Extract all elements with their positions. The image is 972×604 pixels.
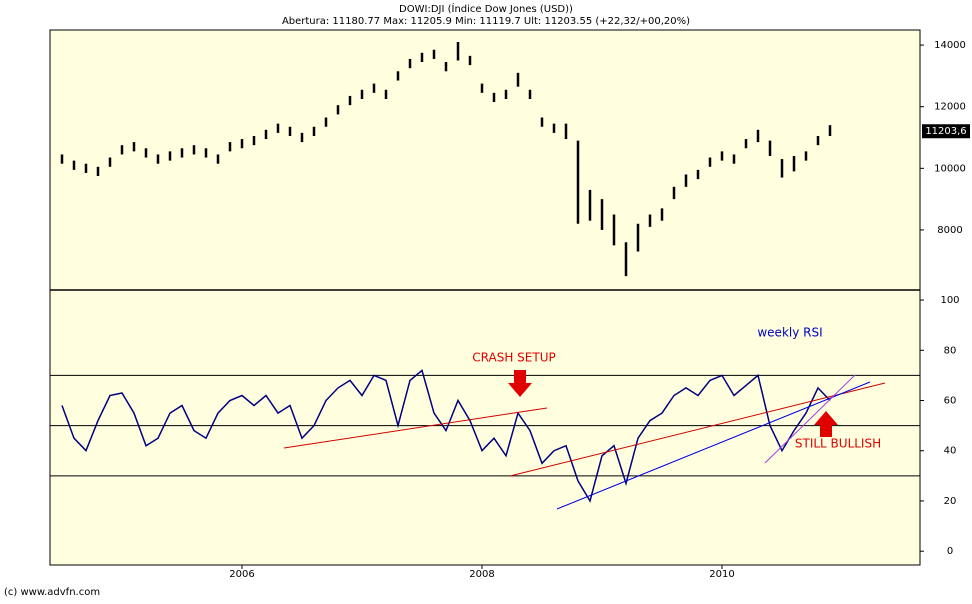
plot-area [49,29,921,566]
y-tick-label: 40 [944,446,957,457]
trendline [556,381,871,510]
rsi-line [61,369,831,503]
arrow-down [508,370,532,397]
y-tick-label: 8000 [937,225,962,236]
y-tick-label: 10000 [934,163,966,174]
y-tick-label: 14000 [934,40,966,51]
y-tick-label: 80 [944,345,957,356]
y-tick-label: 100 [940,295,959,306]
y-tick-label: 60 [944,396,957,407]
last-value-label: 11203,6 [925,126,966,137]
layers: 8000 10000 12000 14000 2006 2008 2010 11203,6 0 2… [50,40,970,580]
annotation: CRASH SETUP [472,351,555,365]
footer: (c) www.advfn.com [4,587,100,598]
last-value-box [922,124,970,139]
x-tick-label: 2008 [469,569,494,580]
x-tick-label: 2010 [709,569,734,580]
x-tick-label: 2006 [229,569,254,580]
arrow-up [814,411,838,437]
annotation: STILL BULLISH [795,437,881,451]
chart-subtitle: Abertura: 11180.77 Max: 11205.9 Min: 111… [282,16,690,27]
trendline [283,407,548,449]
trendline [509,382,886,477]
y-tick-label: 0 [947,546,953,557]
trendline [764,374,856,464]
chart-title: DOWI:DJI (Índice Dow Jones (USD)) [399,2,573,15]
y-tick-label: 20 [944,496,957,507]
y-tick-label: 12000 [934,102,966,113]
annotation: weekly RSI [757,326,822,340]
